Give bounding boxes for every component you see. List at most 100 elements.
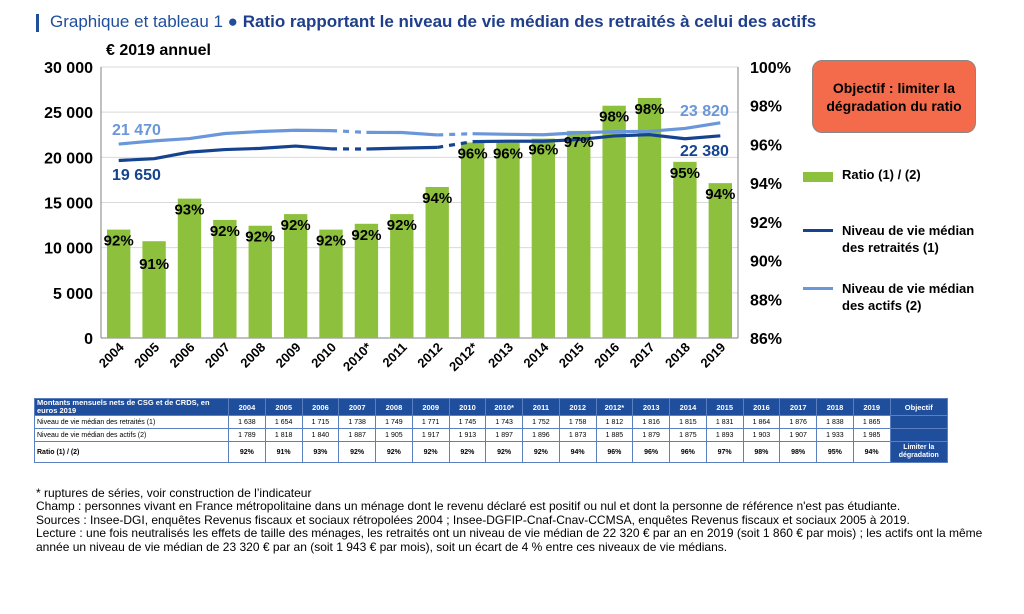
table-column-header: 2012: [558, 398, 597, 416]
x-axis-tick-label: 2012: [414, 340, 445, 371]
table-cell: 92%: [522, 441, 560, 463]
table-cell: 1 758: [558, 415, 597, 429]
left-axis-tick-label: 25 000: [44, 105, 93, 122]
table-column-header: 2013: [632, 398, 671, 416]
table-cell: 1 879: [632, 428, 671, 442]
ratio-bar: [213, 219, 237, 338]
ratio-data-label: 94%: [422, 190, 452, 207]
table-column-header: 2009: [411, 398, 450, 416]
table-cell: 92%: [375, 441, 413, 463]
ratio-data-label: 94%: [705, 186, 735, 203]
table-cell: 1 840: [301, 428, 340, 442]
table-cell: 98%: [779, 441, 818, 463]
table-column-header: 2014: [669, 398, 707, 416]
x-axis-tick-label: 2017: [627, 340, 658, 371]
ratio-data-label: 92%: [104, 233, 134, 250]
table-cell: 1 743: [485, 415, 524, 429]
right-axis-tick-label: 88%: [750, 292, 782, 309]
table-cell: 1 654: [264, 415, 303, 429]
table-cell: 92%: [228, 441, 266, 463]
left-axis-tick-label: 30 000: [44, 60, 93, 77]
table-cell: 1 875: [669, 428, 707, 442]
right-axis-tick-label: 90%: [750, 254, 782, 271]
table-cell: 1 887: [338, 428, 377, 442]
table-cell: 1 752: [522, 415, 560, 429]
table-row-label: Ratio (1) / (2): [33, 441, 230, 463]
table-cell: 1 771: [411, 415, 450, 429]
ratio-bar: [496, 142, 520, 338]
ratio-data-label: 98%: [599, 109, 629, 126]
left-axis-tick-label: 15 000: [44, 196, 93, 213]
table-column-header: 2010*: [485, 398, 524, 416]
table-column-header: 2017: [779, 398, 818, 416]
ratio-data-label: 92%: [281, 217, 311, 234]
active-start-label: 21 470: [112, 122, 161, 139]
table-objective-cell: Limiter la dégradation: [889, 441, 949, 463]
legend-active-label: Niveau de vie médian des actifs (2): [842, 281, 975, 313]
table-cell: 1 638: [228, 415, 266, 429]
table-cell: 1 815: [669, 415, 707, 429]
footnotes: * ruptures de séries, voir construction …: [36, 486, 996, 554]
footnote-line: Champ : personnes vivant en France métro…: [36, 499, 901, 514]
x-axis-tick-label: 2011: [379, 340, 410, 371]
table-cell: 1 907: [779, 428, 818, 442]
table-cell: 1 749: [375, 415, 413, 429]
ratio-bar: [637, 97, 662, 338]
ratio-bar: [460, 142, 485, 338]
data-table: Montants mensuels nets de CSG et de CRDS…: [33, 398, 949, 463]
ratio-data-label: 93%: [174, 202, 204, 219]
ratio-data-label: 92%: [245, 229, 275, 246]
table-cell: 92%: [411, 441, 450, 463]
table-cell: 1 738: [338, 415, 377, 429]
table-column-header: 2008: [375, 398, 413, 416]
table-column-header: 2019: [852, 398, 891, 416]
legend-retired-label: Niveau de vie médian des retraités (1): [842, 223, 975, 255]
right-axis-tick-label: 86%: [750, 331, 782, 348]
table-cell: 1 715: [301, 415, 340, 429]
x-axis-tick-label: 2018: [662, 340, 693, 371]
table-cell: 1 831: [705, 415, 744, 429]
table-column-header: 2007: [338, 398, 377, 416]
active-line: [366, 130, 438, 137]
x-axis-tick-label: 2010*: [340, 339, 375, 374]
ratio-data-label: 92%: [387, 217, 417, 234]
ratio-bar: [283, 214, 308, 338]
ratio-bar: [354, 223, 379, 338]
left-axis-tick-label: 0: [84, 331, 93, 348]
ratio-data-label: 92%: [316, 233, 346, 250]
ratio-data-label: 98%: [635, 101, 665, 118]
table-objective-header: Objectif: [889, 398, 949, 416]
table-column-header: 2011: [522, 398, 560, 416]
ratio-data-label: 92%: [210, 223, 240, 240]
table-row-label: Niveau de vie médian des actifs (2): [33, 428, 230, 442]
table-cell: 91%: [264, 441, 303, 463]
table-cell: 96%: [669, 441, 707, 463]
ratio-bar: [177, 198, 202, 338]
legend-active-swatch: [803, 287, 833, 290]
x-axis-tick-label: 2014: [520, 339, 552, 371]
footnote-line: Sources : Insee-DGI, enquêtes Revenus fi…: [36, 512, 910, 527]
table-column-header: 2015: [705, 398, 744, 416]
table-column-header: 2016: [742, 398, 781, 416]
table-cell: 94%: [852, 441, 891, 463]
ratio-data-label: 96%: [493, 145, 523, 162]
footnote-line: Lecture : une fois neutralisés les effet…: [36, 526, 983, 554]
ratio-data-label: 95%: [670, 165, 700, 182]
retired-line: [366, 145, 438, 151]
retired-line-break: [436, 140, 473, 149]
table-cell: 1 893: [705, 428, 744, 442]
table-row: Ratio (1) / (2) 92% 91% 93% 92% 92% 92% 92% 92% 9…: [33, 441, 949, 463]
table-column-header: 2004: [228, 398, 266, 416]
chart-title: Graphique et tableau 1 ● Ratio rapportan…: [50, 12, 816, 32]
table-cell: 1 933: [816, 428, 854, 442]
table-cell: 1 873: [558, 428, 597, 442]
x-axis-tick-label: 2006: [167, 340, 198, 371]
ratio-data-label: 96%: [458, 145, 488, 162]
left-axis-tick-label: 5 000: [53, 286, 93, 303]
x-axis-tick-label: 2012*: [446, 339, 481, 374]
active-end-label: 23 820: [680, 103, 729, 120]
table-column-header: 2006: [301, 398, 340, 416]
ratio-bar: [107, 229, 131, 338]
table-objective-empty-cell: [889, 428, 949, 442]
table-cell: 1 913: [448, 428, 487, 442]
